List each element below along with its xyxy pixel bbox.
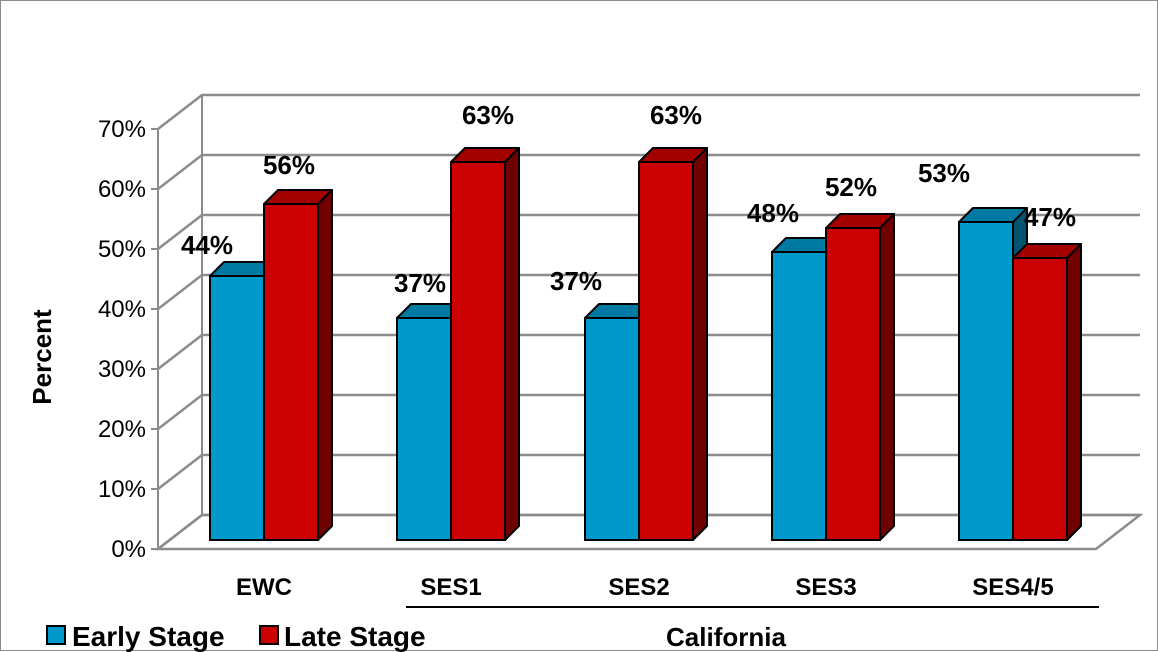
data-label-late: 47% xyxy=(1024,202,1076,232)
data-label-late: 63% xyxy=(462,100,514,130)
legend-swatch-early xyxy=(46,625,66,645)
bar-early-1-front xyxy=(396,317,452,541)
bar-late-3-side xyxy=(879,213,895,541)
data-label-early: 44% xyxy=(181,230,233,260)
x-tick-label: EWC xyxy=(236,574,292,601)
bar-early-2-front xyxy=(584,317,640,541)
bar-late-1 xyxy=(450,147,520,541)
y-tick-label: 70% xyxy=(98,116,146,143)
data-label-early: 48% xyxy=(747,198,799,228)
bar-early-4-front xyxy=(958,221,1014,541)
data-label-early: 53% xyxy=(918,158,970,188)
y-tick-label: 60% xyxy=(98,176,146,203)
bar-late-1-front xyxy=(450,161,506,541)
group-label: California xyxy=(666,622,786,652)
data-labels: EWC SES1 SES2 SES3 SES4/5 44% 56% 37% 63% 37% 63% 4… xyxy=(181,100,1076,601)
y-tick-label: 50% xyxy=(98,236,146,263)
bar-early-3-front xyxy=(771,251,827,541)
legend-item-late: Late Stage xyxy=(259,621,426,652)
bar-late-4 xyxy=(1012,243,1082,541)
bar-late-0-side xyxy=(317,189,333,541)
legend-label-early: Early Stage xyxy=(72,621,225,652)
data-label-early: 37% xyxy=(394,268,446,298)
bar-late-2-front xyxy=(638,161,694,541)
bar-late-2-side xyxy=(692,147,708,541)
bar-late-0 xyxy=(263,189,333,541)
data-label-late: 56% xyxy=(263,150,315,180)
bars xyxy=(209,147,1082,541)
legend-item-early: Early Stage xyxy=(46,621,225,652)
legend-label-late: Late Stage xyxy=(284,621,426,652)
x-tick-label: SES3 xyxy=(795,574,856,601)
x-tick-label: SES1 xyxy=(420,574,481,601)
bar-late-3 xyxy=(825,213,895,541)
data-label-late: 52% xyxy=(825,172,877,202)
data-label-late: 63% xyxy=(650,100,702,130)
x-tick-label: SES2 xyxy=(608,574,669,601)
y-tick-label: 10% xyxy=(98,476,146,503)
bar-early-0-front xyxy=(209,275,265,541)
y-axis-title: Percent xyxy=(27,309,57,405)
data-label-early: 37% xyxy=(550,266,602,296)
x-tick-label: SES4/5 xyxy=(972,574,1053,601)
bar-late-0-front xyxy=(263,203,319,541)
legend: Early Stage Late Stage xyxy=(46,621,426,652)
y-tick-label: 20% xyxy=(98,416,146,443)
floor xyxy=(154,513,1144,551)
bar-late-4-side xyxy=(1066,243,1082,541)
y-tick-label: 30% xyxy=(98,356,146,383)
gridlines: 0% 10% 20% 30% 40% 50% 60% 70% xyxy=(98,93,1144,563)
y-tick-label: 40% xyxy=(98,296,146,323)
legend-swatch-late xyxy=(259,625,279,645)
bar-late-1-side xyxy=(504,147,520,541)
bar-late-4-front xyxy=(1012,257,1068,541)
bar-late-2 xyxy=(638,147,708,541)
bar-late-3-front xyxy=(825,227,881,541)
y-tick-label: 0% xyxy=(111,536,146,563)
